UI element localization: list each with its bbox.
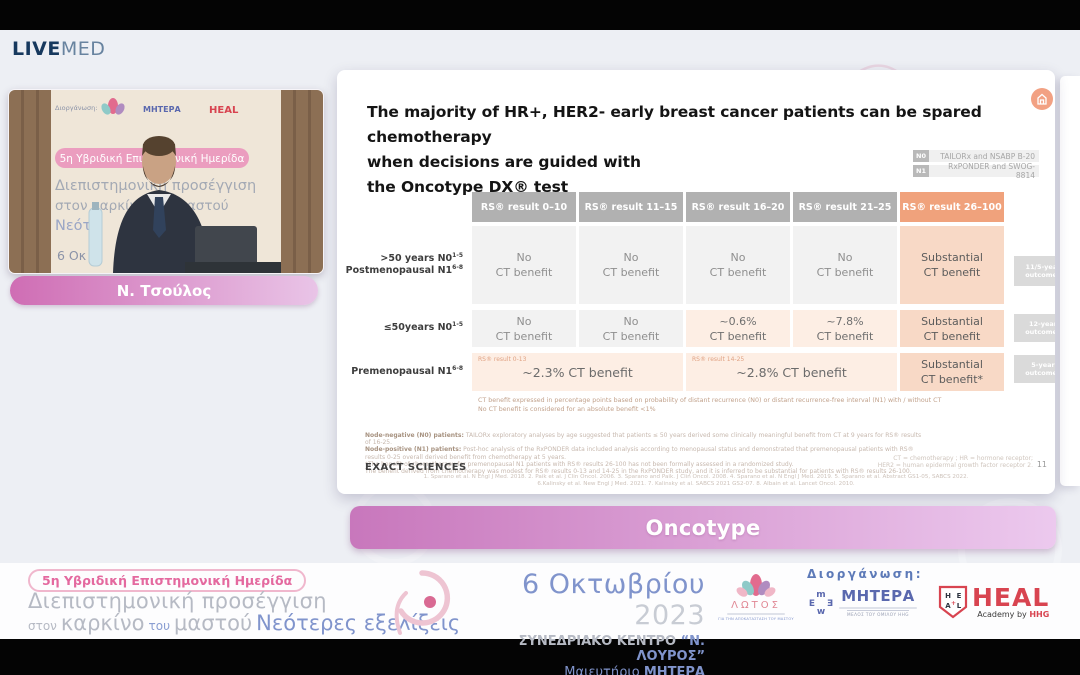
table-cell: No CT benefit [472,226,576,304]
letterbox-bottom [0,639,1080,675]
table-cell-substantial: Substantial CT benefit [900,226,1004,304]
backdrop-lotus-logo [101,98,125,115]
slide-title-line: The majority of HR+, HER2- early breast … [367,103,982,146]
slide-title-line: the Oncotype DX® test [367,178,569,196]
slide-footnotes: Node-negative (N0) patients: TAILORx exp… [365,432,922,476]
lotus-tagline-bar [727,613,785,615]
svg-text:w: w [817,607,825,615]
mitera-symbol-icon: m E Ǝ w [809,590,833,615]
references-line: 6.Kalinsky et al. New Engl J Med. 2021. … [537,481,855,487]
svg-text:+: + [951,600,956,607]
topic-button-label: Oncotype [645,515,761,540]
topic-button-oncotype[interactable]: Oncotype [350,506,1056,549]
backdrop-line3: Νεότε [55,218,99,234]
table-note: CT benefit expressed in percentage point… [478,397,942,404]
backdrop-heal-logo: HEAL [209,105,239,116]
legend-n1-text: RxPONDER and SWOG- 8814 [948,162,1035,180]
heal-academy-text: Academy by HHG [977,609,1050,619]
col-header-rs-21-25: RS® result 21–25 [793,192,897,222]
event-venue-sub: Μαιευτήριο ΜΗΤΕΡΑ [564,665,705,675]
home-icon [1031,88,1053,110]
livemed-logo-med: MED [60,38,106,60]
abbreviations-line: HER2 = human epidermal growth factor rec… [877,462,1033,469]
speaker-video-tile[interactable]: Διοργάνωση: ΜΗΤΕΡΑ HEAL 5η Υβριδική Επισ… [8,89,324,274]
svg-text:L: L [957,602,962,610]
table-note: No CT benefit is considered for an absol… [478,406,656,413]
col-header-rs-16-20: RS® result 16–20 [686,192,790,222]
heal-shield-icon: H E A L + [938,585,968,619]
livemed-logo-live: LIVE [12,38,61,60]
col-header-rs-11-15: RS® result 11–15 [579,192,683,222]
row1-label: >50 years N01-5 Postmenopausal N16-8 [345,251,463,276]
event-badge: 5η Υβριδική Επιστημονική Ημερίδα [28,569,307,592]
slide-title: The majority of HR+, HER2- early breast … [337,100,1015,200]
lotus-logo: ΛΩΤΟΣ ΓΙΑ ΤΗΝ ΑΠΟΚΑΤΑΣΤΑΣΗ ΤΟΥ ΜΑΣΤΟΥ [718,573,794,621]
table-cell: ~0.6% CT benefit [686,310,790,347]
table-cell: No CT benefit [686,226,790,304]
event-title-line2: στον καρκίνο του μαστού Νεότερες εξελίξε… [28,611,461,635]
mitera-tagline-bar [839,607,917,609]
stage-background: LIVEMED Διοργάνωση: [0,30,1080,602]
svg-text:m: m [816,590,825,600]
speaker-name-badge: Ν. Τσούλος [10,276,318,305]
table-cell-merged: RS® result 0-13 ~2.3% CT benefit [472,353,683,391]
slide-title-line: when decisions are guided with [367,153,641,171]
next-slide-edge [1060,76,1080,486]
references-line: 1. Sparano et al. N Engl J Med. 2018. 2.… [423,474,969,480]
slide-page-number: 11 [1036,460,1047,469]
event-title-line1: Διεπιστημονική προσέγγιση [28,589,327,613]
table-cell: No CT benefit [793,226,897,304]
abbreviations-line: CT = chemotherapy ; HR = hormone recepto… [893,455,1033,462]
table-cell-substantial: Substantial CT benefit [900,310,1004,347]
event-footer-banner: 5η Υβριδική Επιστημονική Ημερίδα Διεπιστ… [0,563,1080,675]
table-cell-substantial: Substantial CT benefit* [900,353,1004,391]
speaker-figure [113,136,211,273]
letterbox-top [0,0,1080,30]
mitera-logo: m E Ǝ w ΜΗΤΕΡΑ ΜΕΛΟΣ ΤΟΥ ΟΜΙΛΟΥ HHG [808,587,918,617]
organizer-label: Διοργάνωση: [806,567,923,581]
backdrop-date: 6 Οκ [57,248,87,263]
heal-logo-name: HEAL [972,582,1050,612]
legend-n0: N0 TAILORx and NSABP B-20 [913,150,1039,162]
mitera-member-text: ΜΕΛΟΣ ΤΟΥ ΟΜΙΛΟΥ HHG [847,610,909,617]
legend-n1-badge: N1 [913,165,929,177]
table-cell: ~7.8% CT benefit [793,310,897,347]
livemed-logo[interactable]: LIVEMED [12,38,105,60]
svg-text:H: H [945,592,951,600]
outcome-chip: 11/5-year outcomes [1014,256,1055,286]
outcome-chip: 5-year outcomes [1014,355,1055,383]
legend-n0-text: TAILORx and NSABP B-20 [940,151,1035,161]
svg-text:A: A [945,602,951,610]
lotus-logo-name: ΛΩΤΟΣ [731,600,781,611]
exact-sciences-logo: EXACT SCIENCES [365,462,467,473]
table-cell: No CT benefit [579,310,683,347]
backdrop-mitera-logo: ΜΗΤΕΡΑ [143,105,181,114]
event-venue: ΣΥΝΕΔΡΙΑΚΟ ΚΕΝΤΡΟ “Ν. ΛΟΥΡΟΣ” [518,634,705,664]
event-date-venue: 6 Οκτωβρίου 2023 ΣΥΝΕΔΡΙΑΚΟ ΚΕΝΤΡΟ “Ν. Λ… [455,569,705,675]
lotus-flower-icon [736,574,776,597]
svg-text:E: E [957,592,962,600]
row3-label: Premenopausal N16-8 [351,364,463,377]
speaker-photo: Διοργάνωση: ΜΗΤΕΡΑ HEAL 5η Υβριδική Επισ… [9,90,323,273]
svg-text:E: E [809,599,815,609]
presentation-slide: The majority of HR+, HER2- early breast … [337,70,1055,494]
outcome-chip: 12-year outcomes [1014,314,1055,342]
col-header-rs-26-100: RS® result 26–100 [900,192,1004,222]
row2-label: ≤50years N01-5 [383,320,463,333]
speaker-name: Ν. Τσούλος [116,281,212,300]
table-cell: No CT benefit [579,226,683,304]
col-header-rs-0-10: RS® result 0–10 [472,192,576,222]
backdrop-organizer-label: Διοργάνωση: [55,104,97,112]
table-cell: No CT benefit [472,310,576,347]
event-date: 6 Οκτωβρίου 2023 [522,569,705,631]
svg-text:Ǝ: Ǝ [827,599,833,609]
mitera-logo-name: ΜΗΤΕΡΑ [841,587,915,605]
heal-logo: H E A L + HEAL Academy by HHG [938,585,1049,619]
legend-n0-badge: N0 [913,150,929,162]
lotus-tagline: ΓΙΑ ΤΗΝ ΑΠΟΚΑΤΑΣΤΑΣΗ ΤΟΥ ΜΑΣΤΟΥ [718,617,794,621]
legend-n1: N1 RxPONDER and SWOG- 8814 [913,162,1039,180]
table-cell-merged: RS® result 14-25 ~2.8% CT benefit [686,353,897,391]
